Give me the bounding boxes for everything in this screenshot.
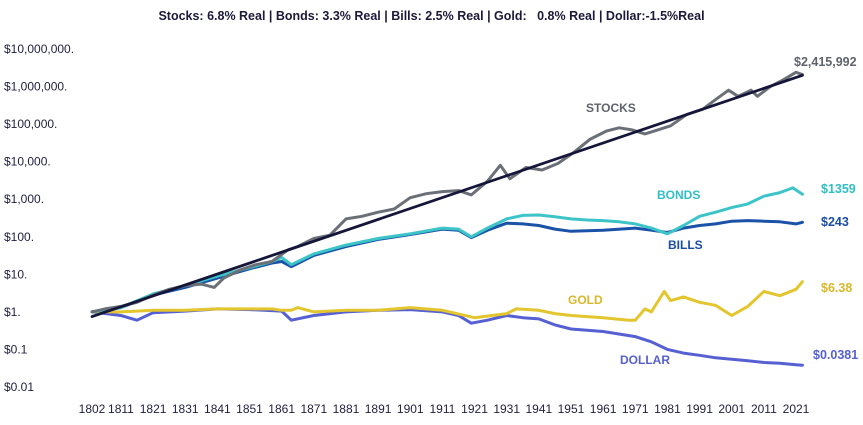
x-tick-label: 1991 [686, 402, 713, 416]
bills-series-label: BILLS [668, 238, 703, 252]
series-labels: STOCKS $2,415,992 BONDS $1359 BILLS $243 GOLD $… [568, 55, 858, 367]
y-tick-label: $10,000,000. [4, 42, 74, 56]
y-tick-label: $10,000. [4, 155, 51, 169]
x-tick-label: 2011 [751, 402, 777, 416]
y-tick-label: $0.01 [4, 380, 34, 394]
y-tick-label: $100,000. [4, 117, 57, 131]
x-tick-label: 1951 [558, 402, 585, 416]
x-tick-label: 1971 [622, 402, 649, 416]
x-tick-label: 1851 [236, 402, 263, 416]
y-tick-label: $0.1 [4, 342, 28, 356]
dollar-end-value: $0.0381 [813, 348, 858, 362]
x-axis-ticks: 1802 1811 1821 1831 1841 1851 1861 1871 1881 1891… [79, 402, 810, 416]
x-tick-label: 1891 [365, 402, 392, 416]
x-tick-label: 2001 [718, 402, 745, 416]
y-tick-label: $10. [4, 267, 27, 281]
x-tick-label: 1831 [172, 402, 199, 416]
series-lines [90, 70, 804, 367]
gold-line [90, 280, 804, 322]
stocks-series-label: STOCKS [586, 101, 636, 115]
x-tick-label: 1981 [654, 402, 681, 416]
y-axis-ticks: $10,000,000. $1,000,000. $100,000. $10,000.… [4, 42, 74, 394]
x-tick-label: 1931 [493, 402, 520, 416]
x-tick-label: 1921 [461, 402, 488, 416]
dollar-series-label: DOLLAR [620, 353, 670, 367]
gold-end-value: $6.38 [821, 281, 852, 295]
x-tick-label: 1811 [108, 402, 134, 416]
dollar-line [90, 307, 804, 367]
x-tick-label: 1821 [140, 402, 167, 416]
x-tick-label: 1861 [268, 402, 295, 416]
y-tick-label: $1,000,000. [4, 80, 67, 94]
x-tick-label: 1911 [429, 402, 455, 416]
y-tick-label: $100. [4, 230, 34, 244]
stocks-line [90, 70, 804, 314]
x-tick-label: 1841 [204, 402, 231, 416]
bonds-end-value: $1359 [821, 182, 856, 196]
x-tick-label: 1802 [79, 402, 106, 416]
y-tick-label: $1. [4, 305, 21, 319]
bills-line [90, 219, 804, 314]
chart-title: Stocks: 6.8% Real | Bonds: 3.3% Real | B… [158, 9, 705, 23]
bills-end-value: $243 [821, 215, 849, 229]
x-tick-label: 1871 [300, 402, 327, 416]
stocks-end-value: $2,415,992 [794, 55, 857, 69]
trend-line [90, 73, 804, 318]
bonds-series-label: BONDS [657, 188, 700, 202]
x-tick-label: 1941 [525, 402, 552, 416]
x-tick-label: 2021 [783, 402, 810, 416]
x-tick-label: 1961 [590, 402, 617, 416]
x-tick-label: 1881 [333, 402, 360, 416]
x-tick-label: 1901 [397, 402, 424, 416]
gold-series-label: GOLD [568, 293, 603, 307]
y-tick-label: $1,000. [4, 192, 44, 206]
